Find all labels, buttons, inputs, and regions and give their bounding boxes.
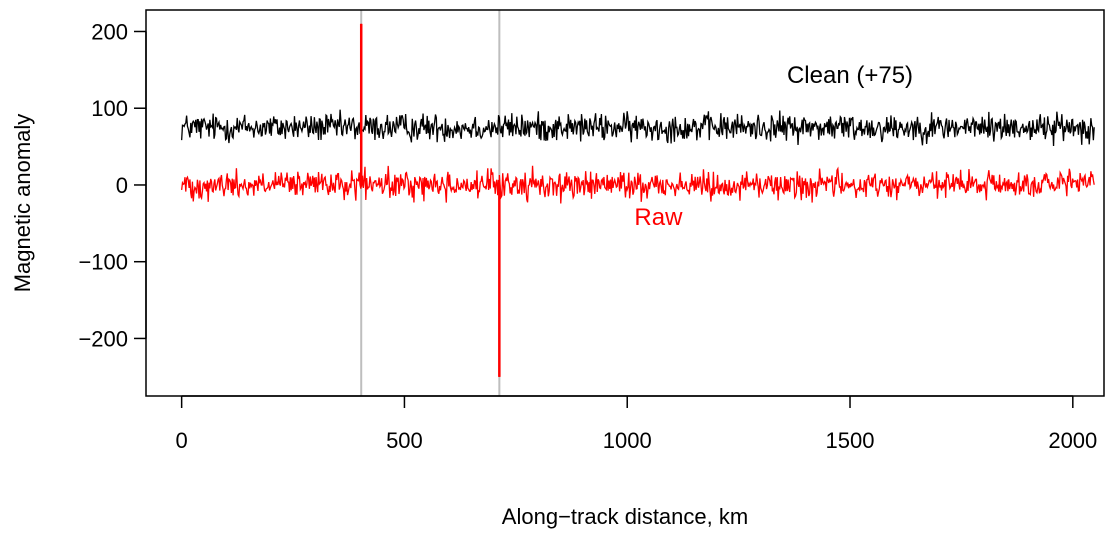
y-tick-label: 100 — [91, 96, 128, 121]
x-tick-label: 500 — [386, 428, 423, 453]
plot-area — [181, 10, 1095, 396]
series-label-2: Raw — [634, 204, 683, 231]
y-tick-label: 0 — [116, 173, 128, 198]
y-tick-label: −200 — [78, 326, 128, 351]
x-axis-title: Along−track distance, km — [502, 504, 748, 529]
y-tick-label: −100 — [78, 250, 128, 275]
x-tick-label: 0 — [176, 428, 188, 453]
x-tick-label: 1000 — [603, 428, 652, 453]
x-axis: 0 500 1000 1500 2000 — [176, 395, 1097, 453]
plot-frame — [145, 9, 1105, 397]
series-line-1 — [181, 109, 1095, 146]
y-axis: −200 −100 0 100 200 — [78, 19, 147, 351]
series-label-1: Clean (+75) — [787, 62, 913, 89]
x-tick-label: 1500 — [826, 428, 875, 453]
y-axis-title: Magnetic anomaly — [10, 114, 35, 293]
series-line-2 — [181, 23, 1095, 377]
series-labels: Clean (+75) Raw — [634, 62, 913, 231]
x-tick-label: 2000 — [1048, 428, 1097, 453]
y-tick-label: 200 — [91, 19, 128, 44]
